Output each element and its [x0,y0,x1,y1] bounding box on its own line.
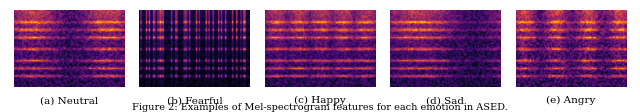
Text: (e) Angry: (e) Angry [546,95,596,104]
Text: (a) Neutral: (a) Neutral [40,95,99,104]
Text: Figure 2: Examples of Mel-spectrogram features for each emotion in ASED.: Figure 2: Examples of Mel-spectrogram fe… [132,102,508,111]
Text: (d) Sad: (d) Sad [426,95,465,104]
Text: (b) Fearful: (b) Fearful [166,95,223,104]
Text: (c) Happy: (c) Happy [294,95,346,104]
